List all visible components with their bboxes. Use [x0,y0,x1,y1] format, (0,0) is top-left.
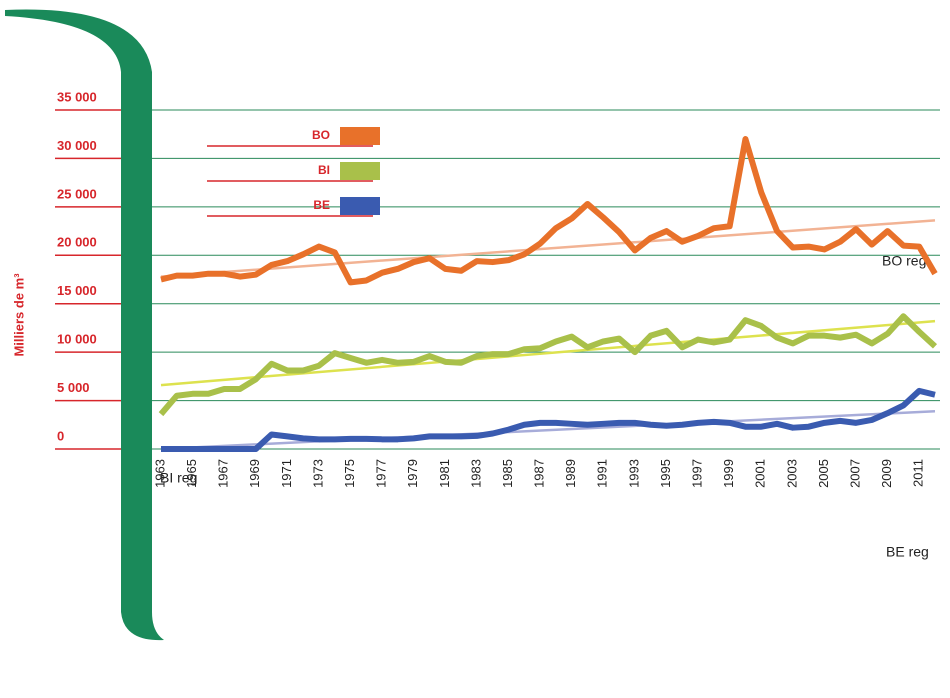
trend-line [160,409,936,451]
legend-label: BE [313,198,330,212]
legend-label: BO [312,128,330,142]
x-tick-label: 2011 [911,459,926,487]
y-tick-label: 5 000 [57,380,90,395]
x-tick-label: 1985 [500,459,515,488]
x-tick-label: 2003 [784,459,799,488]
trend-label: BI reg [160,470,197,486]
legend-swatch [340,197,380,215]
series-line [158,313,938,417]
y-tick-label: 15 000 [57,283,97,298]
x-tick-label: 1977 [374,459,389,488]
y-tick-label: 35 000 [57,89,97,104]
legend-swatch [340,162,380,180]
x-tick-label: 1963 [152,459,167,488]
x-tick-label: 1967 [216,459,231,488]
x-tick-label: 1965 [184,459,199,488]
x-tick-label: 1993 [626,459,641,488]
y-tick-label: 10 000 [57,332,97,347]
x-tick-label: 1973 [310,459,325,488]
x-tick-label: 1971 [279,459,294,488]
decor-band [5,9,164,641]
series-line [161,387,936,452]
x-tick-label: 1975 [342,459,357,488]
y-tick-label: 25 000 [57,186,97,201]
trend-label: BE reg [886,544,929,560]
y-tick-label: 30 000 [57,138,97,153]
y-tick-label: 0 [57,428,64,443]
x-tick-label: 1987 [532,459,547,488]
legend-swatch [340,127,380,145]
x-tick-label: 1969 [247,459,262,488]
x-tick-label: 2005 [816,459,831,488]
x-tick-label: 1983 [468,459,483,488]
x-tick-label: 1997 [689,459,704,488]
x-tick-label: 1995 [658,459,673,488]
x-tick-label: 2001 [753,459,768,488]
x-tick-label: 2007 [847,459,862,488]
x-tick-label: 1981 [437,459,452,488]
trend-line [160,219,936,278]
trend-label: BO reg [882,253,926,269]
y-tick-label: 20 000 [57,235,97,250]
x-tick-label: 1999 [721,459,736,488]
series-line [160,136,938,286]
x-tick-label: 1991 [595,459,610,488]
x-tick-label: 1979 [405,459,420,488]
y-axis-label: Milliers de m³ [11,273,26,357]
x-tick-label: 2009 [879,459,894,488]
x-tick-label: 1989 [563,459,578,488]
legend-label: BI [318,163,330,177]
trend-line [160,319,936,387]
